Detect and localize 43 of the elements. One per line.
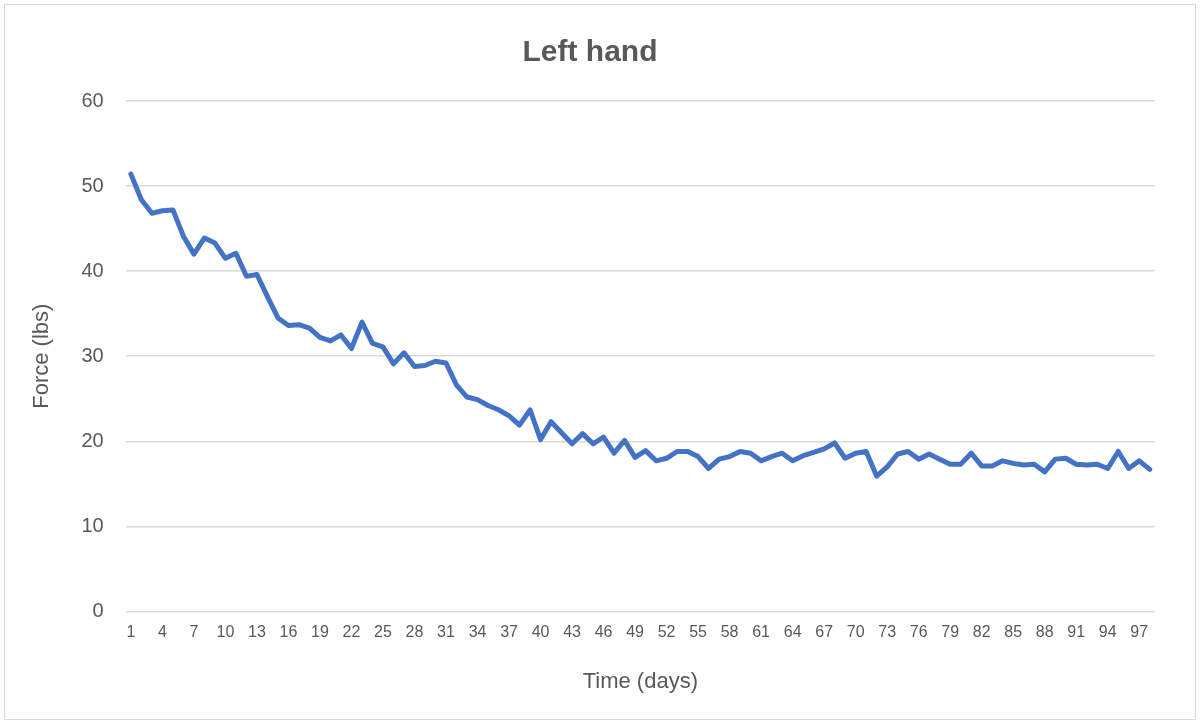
- x-tick-label: 58: [720, 623, 739, 641]
- x-tick-label: 61: [752, 623, 771, 641]
- x-tick-label: 37: [500, 623, 519, 641]
- y-tick-label: 50: [81, 173, 104, 196]
- x-tick-label: 76: [909, 623, 928, 641]
- x-tick-label: 28: [405, 623, 424, 641]
- x-tick-label: 55: [689, 623, 708, 641]
- x-tick-label: 94: [1098, 623, 1117, 641]
- x-tick-label: 73: [878, 623, 897, 641]
- x-tick-label: 1: [126, 623, 136, 641]
- x-tick-label: 40: [531, 623, 550, 641]
- x-tick-label: 31: [437, 623, 456, 641]
- x-tick-label: 22: [342, 623, 361, 641]
- y-tick-label: 20: [81, 428, 104, 451]
- x-tick-label: 46: [594, 623, 613, 641]
- x-tick-label: 97: [1130, 623, 1149, 641]
- x-tick-label: 88: [1035, 623, 1054, 641]
- x-tick-label: 52: [657, 623, 676, 641]
- x-axis-title: Time (days): [582, 667, 698, 693]
- y-tick-label: 40: [81, 258, 104, 281]
- x-tick-label: 91: [1067, 623, 1086, 641]
- x-tick-label: 4: [157, 623, 167, 641]
- x-tick-label: 7: [189, 623, 199, 641]
- x-tick-label: 49: [626, 623, 645, 641]
- x-tick-label: 43: [563, 623, 582, 641]
- x-tick-label: 10: [216, 623, 235, 641]
- x-tick-label: 82: [972, 623, 991, 641]
- x-tick-label: 34: [468, 623, 487, 641]
- x-tick-label: 19: [311, 623, 329, 641]
- y-tick-label: 60: [81, 88, 104, 111]
- x-tick-label: 70: [846, 623, 865, 641]
- y-tick-label: 30: [81, 343, 104, 366]
- y-axis-title: Force (lbs): [28, 303, 54, 409]
- chart-title: Left hand: [522, 34, 658, 68]
- y-tick-label: 10: [81, 513, 104, 536]
- x-tick-label: 13: [248, 623, 266, 641]
- x-tick-label: 85: [1004, 623, 1023, 641]
- x-tick-label: 64: [783, 623, 802, 641]
- x-tick-label: 25: [374, 623, 392, 641]
- y-tick-label: 0: [92, 598, 104, 621]
- x-tick-label: 79: [941, 623, 960, 641]
- x-tick-label: 16: [279, 623, 298, 641]
- x-tick-label: 67: [815, 623, 834, 641]
